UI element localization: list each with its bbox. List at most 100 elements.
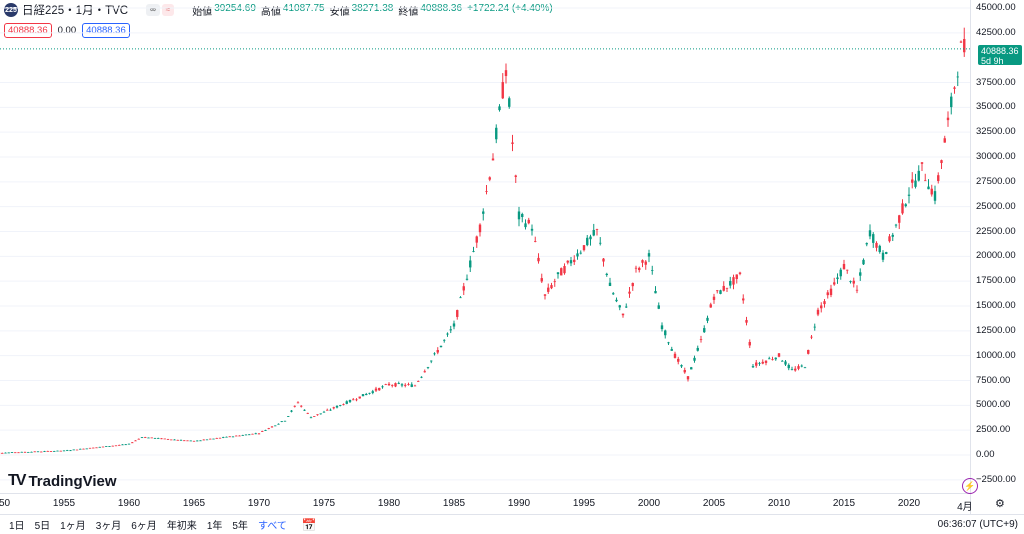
candle-body <box>557 272 559 274</box>
tv-logo-icon: TV <box>8 472 24 490</box>
range-button[interactable]: 1日 <box>4 517 30 532</box>
candle-body <box>177 440 179 441</box>
settings-gear-icon[interactable]: ⚙ <box>995 497 1005 510</box>
candle-body <box>788 365 790 368</box>
candle-body <box>420 377 422 378</box>
range-button[interactable]: すべて <box>253 517 292 532</box>
range-button[interactable]: 6ヶ月 <box>126 517 162 532</box>
candle-body <box>502 82 504 98</box>
candle-body <box>836 277 838 279</box>
candle-body <box>895 225 897 226</box>
candle-body <box>953 87 955 88</box>
price-tick-label: 7500.00 <box>976 375 1010 386</box>
candle-body <box>583 245 585 250</box>
candle-body <box>820 305 822 308</box>
candle-body <box>30 452 32 453</box>
range-button[interactable]: 1ヶ月 <box>55 517 91 532</box>
candle-body <box>765 361 767 363</box>
candle-body <box>300 406 302 407</box>
time-tick-label: 1990 <box>508 498 530 509</box>
candle-body <box>147 438 149 439</box>
candle-body <box>180 440 182 441</box>
candle-body <box>612 293 614 294</box>
range-button[interactable]: 3ヶ月 <box>91 517 127 532</box>
candle-body <box>680 365 682 366</box>
clock-time[interactable]: 06:36:07 (UTC+9) <box>938 519 1018 530</box>
candle-body <box>508 98 510 107</box>
candle-body <box>898 215 900 222</box>
candle-body <box>173 440 175 441</box>
tradingview-logo[interactable]: TV TradingView <box>8 472 117 490</box>
candle-body <box>206 439 208 440</box>
candle-body <box>693 358 695 361</box>
candle-body <box>859 272 861 275</box>
lightning-icon[interactable]: ⚡ <box>962 478 978 494</box>
candle-body <box>225 437 227 438</box>
price-tick-label: 2500.00 <box>976 424 1010 435</box>
candle-body <box>804 367 806 368</box>
candle-body <box>817 310 819 315</box>
range-button[interactable]: 5日 <box>30 517 56 532</box>
candle-body <box>771 359 773 360</box>
candle-body <box>359 397 361 399</box>
candle-body <box>378 388 380 390</box>
price-tick-label: 20000.00 <box>976 250 1016 261</box>
range-button[interactable]: 1年 <box>202 517 228 532</box>
candle-body <box>541 278 543 281</box>
candle-body <box>53 451 55 452</box>
candle-body <box>433 353 435 354</box>
candle-body <box>846 270 848 271</box>
time-tick-label: 1975 <box>313 498 335 509</box>
candle-body <box>524 223 526 227</box>
candle-body <box>801 366 803 367</box>
calendar-icon[interactable]: 📅 <box>302 518 317 532</box>
candle-body <box>294 406 296 407</box>
candle-body <box>424 371 426 372</box>
candle-body <box>56 451 58 452</box>
candle-body <box>745 320 747 323</box>
time-tick-label: 2015 <box>833 498 855 509</box>
candle-body <box>164 439 166 440</box>
candle-body <box>34 451 36 452</box>
candle-body <box>21 452 23 453</box>
range-button[interactable]: 5年 <box>227 517 253 532</box>
candle-body <box>476 236 478 242</box>
price-chart[interactable] <box>0 0 970 493</box>
candle-body <box>248 434 250 435</box>
candle-body <box>193 441 195 442</box>
candle-body <box>115 445 117 446</box>
candle-body <box>37 451 39 452</box>
time-axis-line <box>0 493 970 494</box>
candle-body <box>271 427 273 428</box>
candle-body <box>674 354 676 358</box>
range-button[interactable]: 年初来 <box>162 517 202 532</box>
candle-body <box>667 342 669 343</box>
candle-body <box>313 416 315 417</box>
candle-body <box>716 290 718 291</box>
candle-body <box>190 441 192 442</box>
price-tick-label: 0.00 <box>976 449 995 460</box>
candle-body <box>589 237 591 240</box>
candle-body <box>238 436 240 437</box>
candle-body <box>645 262 647 265</box>
candle-body <box>108 446 110 447</box>
candle-body <box>554 281 556 282</box>
candle-body <box>157 438 159 439</box>
candle-body <box>651 270 653 271</box>
time-tick-label: 2020 <box>898 498 920 509</box>
candle-body <box>349 400 351 402</box>
candle-body <box>615 300 617 301</box>
time-tick-label: 2000 <box>638 498 660 509</box>
candle-body <box>212 439 214 440</box>
candle-body <box>118 445 120 446</box>
time-tick-label: 1965 <box>183 498 205 509</box>
candle-body <box>560 268 562 275</box>
candle-body <box>404 385 406 386</box>
candle-body <box>95 447 97 448</box>
candle-body <box>609 283 611 286</box>
candle-body <box>537 258 539 261</box>
candle-body <box>827 292 829 295</box>
candle-body <box>290 411 292 412</box>
last-price: 40888.36 <box>981 46 1019 56</box>
